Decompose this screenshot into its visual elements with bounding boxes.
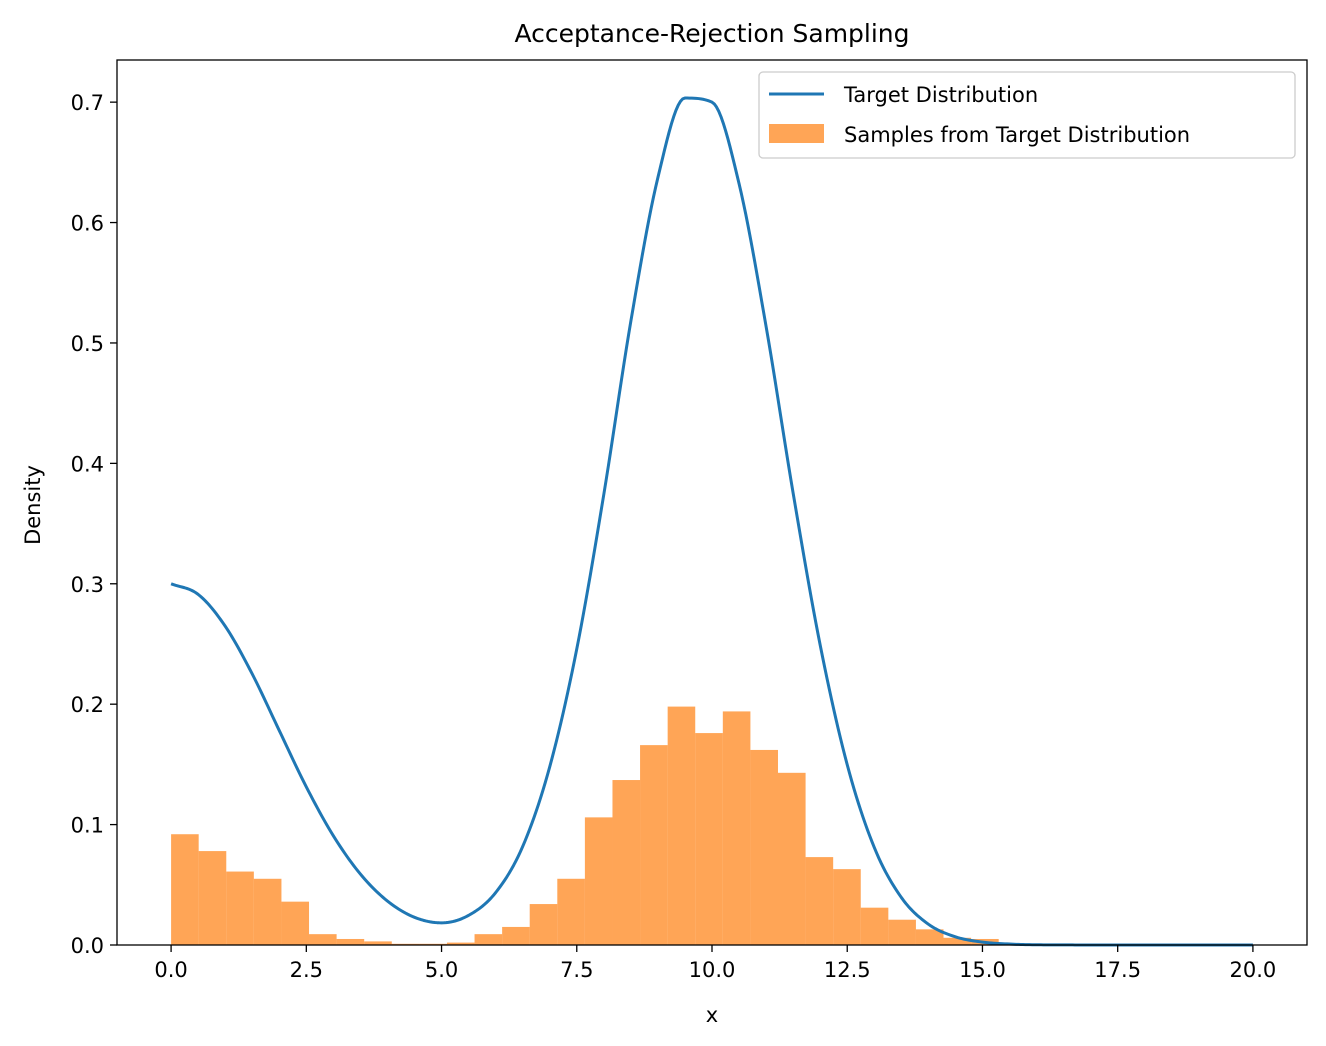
- legend-label-target: Target Distribution: [843, 83, 1038, 107]
- legend-bar-swatch: [769, 124, 824, 143]
- y-axis-ticks: 0.0 0.1 0.2 0.3 0.4 0.5 0.6 0.7: [71, 91, 117, 958]
- x-tick-label: 10.0: [689, 958, 736, 982]
- histogram-bar: [281, 901, 310, 945]
- histogram-bar: [833, 869, 861, 945]
- histogram-bar: [171, 834, 199, 945]
- histogram-bar: [943, 937, 972, 945]
- histogram-bar: [309, 934, 337, 945]
- legend: Target Distribution Samples from Target …: [758, 71, 1296, 159]
- histogram-bar: [667, 706, 696, 945]
- histogram-bar: [722, 711, 751, 945]
- histogram-bar: [198, 851, 227, 945]
- y-tick-label: 0.7: [71, 91, 104, 115]
- histogram-bar: [226, 871, 254, 945]
- histogram-bar: [612, 780, 641, 945]
- histogram-bar: [446, 942, 475, 945]
- histogram-bar: [860, 907, 889, 945]
- histogram-bar: [253, 878, 282, 945]
- x-tick-label: 0.0: [154, 958, 187, 982]
- y-tick-label: 0.1: [71, 814, 104, 838]
- x-tick-label: 5.0: [425, 958, 458, 982]
- legend-frame: [758, 71, 1296, 159]
- histogram-bar: [474, 934, 503, 945]
- histogram-bars: [171, 706, 999, 945]
- x-axis-ticks: 0.0 2.5 5.0 7.5 10.0 12.5 15.0 17.5 20.0: [154, 945, 1276, 982]
- histogram-bar: [584, 817, 613, 945]
- histogram-bar: [777, 772, 806, 945]
- x-tick-label: 17.5: [1094, 958, 1141, 982]
- y-tick-label: 0.3: [71, 573, 104, 597]
- histogram-bar: [750, 749, 778, 945]
- chart-title: Acceptance-Rejection Sampling: [514, 19, 909, 48]
- y-tick-label: 0.4: [71, 452, 104, 476]
- x-tick-label: 7.5: [560, 958, 593, 982]
- histogram-bar: [529, 904, 558, 945]
- target-distribution-line: [170, 96, 1253, 947]
- histogram-bar: [557, 878, 585, 945]
- histogram-bar: [805, 857, 834, 945]
- histogram-bar: [502, 926, 530, 945]
- histogram-bar: [640, 745, 668, 945]
- x-tick-label: 20.0: [1230, 958, 1277, 982]
- target-line-layer: [170, 96, 1253, 947]
- x-axis-label: x: [706, 1003, 718, 1027]
- x-tick-label: 2.5: [290, 958, 323, 982]
- y-tick-label: 0.5: [71, 332, 104, 356]
- y-tick-label: 0.6: [71, 212, 104, 236]
- legend-label-samples: Samples from Target Distribution: [844, 123, 1190, 147]
- histogram-bar: [336, 938, 365, 945]
- y-tick-label: 0.2: [71, 693, 104, 717]
- y-axis-label: Density: [21, 465, 45, 545]
- histogram-bar: [695, 733, 723, 945]
- histogram-bar: [915, 929, 944, 945]
- x-tick-label: 12.5: [824, 958, 871, 982]
- x-tick-label: 15.0: [959, 958, 1006, 982]
- histogram-bar: [364, 941, 392, 945]
- histogram-bar: [888, 919, 916, 945]
- y-tick-label: 0.0: [71, 934, 104, 958]
